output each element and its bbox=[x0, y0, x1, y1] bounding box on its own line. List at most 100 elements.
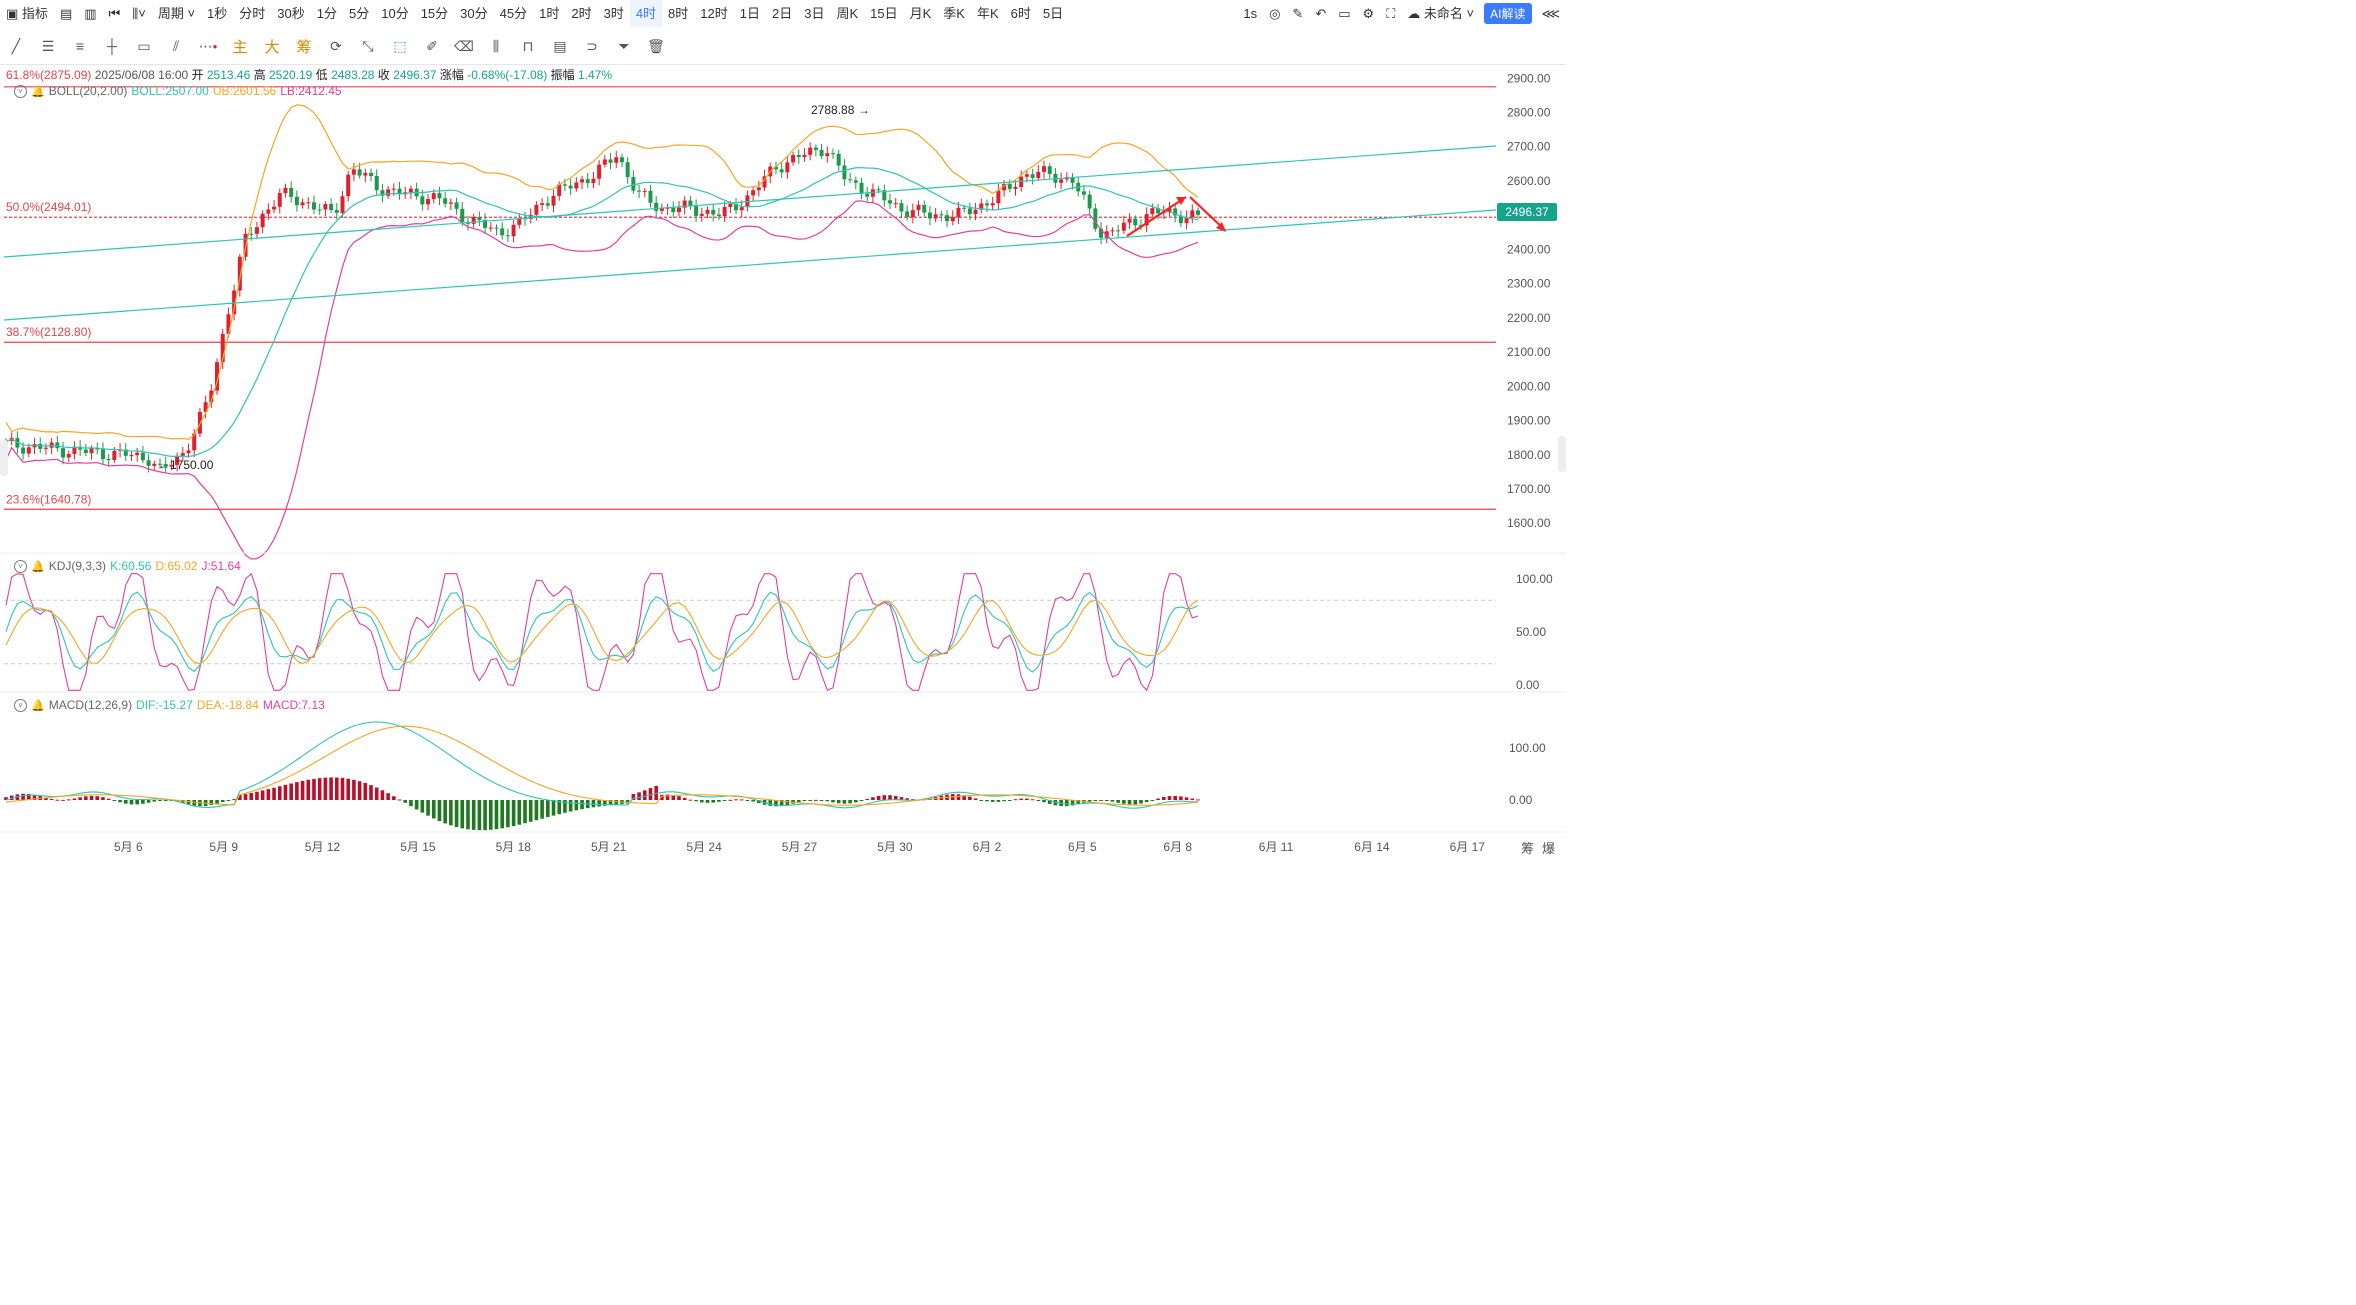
macd-histogram-bar bbox=[295, 782, 299, 800]
right-scroll-handle[interactable] bbox=[1558, 436, 1566, 472]
boll-ub: UB:2601.56 bbox=[212, 84, 277, 98]
interval-10[interactable]: 2时 bbox=[571, 6, 592, 21]
gear-icon[interactable]: ⚙ bbox=[1362, 6, 1375, 21]
interval-8[interactable]: 45分 bbox=[499, 6, 528, 21]
more-tools-icon[interactable]: ⋯ ● bbox=[198, 37, 218, 54]
horizontal-ray-icon[interactable]: ┼ bbox=[107, 38, 117, 54]
macd-histogram-bar bbox=[677, 796, 681, 800]
camera-icon[interactable]: ◎ bbox=[1269, 6, 1281, 21]
bars-icon[interactable]: ⫼ bbox=[492, 37, 500, 54]
collapse-icon[interactable]: ˅ bbox=[14, 559, 27, 573]
bell-icon[interactable]: 🔔 bbox=[31, 85, 45, 98]
interval-2[interactable]: 30秒 bbox=[277, 6, 305, 21]
collapse-icon[interactable]: ˅ bbox=[14, 84, 27, 98]
filter-icon[interactable]: ⏷ bbox=[618, 37, 630, 54]
macd-histogram-bar bbox=[163, 800, 168, 801]
period-dropdown[interactable]: 周期 ˅ bbox=[152, 0, 201, 27]
macd-histogram-bar bbox=[118, 800, 122, 803]
collapse-icon[interactable]: ˅ bbox=[14, 698, 27, 712]
macd-axis-label: 0.00 bbox=[1509, 793, 1533, 807]
undo-icon[interactable]: ↶ bbox=[1315, 6, 1327, 21]
interval-15[interactable]: 1日 bbox=[739, 6, 760, 21]
interval-11[interactable]: 3时 bbox=[603, 6, 624, 21]
left-scroll-handle[interactable] bbox=[0, 440, 8, 476]
eraser-icon[interactable]: ⌫ bbox=[454, 37, 474, 54]
chart-type-icon[interactable]: ⫼˅ bbox=[132, 6, 146, 21]
interval-19[interactable]: 15日 bbox=[870, 6, 898, 21]
macd-histogram-bar bbox=[819, 800, 824, 801]
boll-name[interactable]: BOLL(20,2.00) bbox=[48, 84, 128, 98]
bell-icon[interactable]: 🔔 bbox=[31, 699, 45, 712]
interval-14[interactable]: 12时 bbox=[700, 6, 728, 21]
main-indicator-button[interactable]: 主 bbox=[232, 38, 248, 56]
price-axis-label: 1700.00 bbox=[1507, 482, 1551, 496]
macd-histogram-bar bbox=[990, 800, 995, 802]
interval-4[interactable]: 5分 bbox=[349, 6, 370, 21]
interval-22[interactable]: 年K bbox=[976, 6, 999, 21]
macd-histogram-bar bbox=[899, 797, 904, 800]
candle-body bbox=[899, 203, 904, 212]
interval-6[interactable]: 15分 bbox=[420, 6, 449, 21]
interval-5[interactable]: 10分 bbox=[381, 6, 409, 21]
kdj-name[interactable]: KDJ(9,3,3) bbox=[48, 559, 107, 573]
lock-icon[interactable]: ⊓ bbox=[522, 37, 534, 54]
interval-0[interactable]: 1秒 bbox=[207, 6, 228, 21]
chip-corner-label[interactable]: 筹 bbox=[1521, 841, 1535, 856]
candle-rewind-icon[interactable]: ⏮ bbox=[108, 6, 121, 21]
rectangle-icon[interactable]: ▭ bbox=[137, 37, 151, 54]
measure-icon[interactable]: ⤡ bbox=[362, 37, 374, 54]
interval-1[interactable]: 分时 bbox=[239, 6, 266, 21]
candle-body bbox=[631, 177, 636, 191]
interval-3[interactable]: 1分 bbox=[316, 6, 337, 21]
open-value: 2513.46 bbox=[206, 68, 251, 82]
candle-body bbox=[654, 202, 659, 211]
burst-corner-label[interactable]: 爆 bbox=[1542, 841, 1556, 856]
parallel-lines-icon[interactable]: ☰ bbox=[41, 37, 55, 54]
pen-icon[interactable]: ✎ bbox=[1292, 6, 1304, 21]
magnet-icon[interactable]: ⊃ bbox=[586, 37, 598, 54]
interval-23[interactable]: 6时 bbox=[1010, 6, 1031, 21]
select-icon[interactable]: ⬚ bbox=[393, 37, 407, 54]
interval-20[interactable]: 月K bbox=[909, 6, 932, 21]
trend-line-lower bbox=[3, 209, 1497, 321]
chip-button[interactable]: 筹 bbox=[296, 38, 312, 56]
indicator-button[interactable]: ▣ 指标 bbox=[0, 0, 54, 27]
brush-icon[interactable]: ✐ bbox=[426, 37, 438, 54]
interval-24[interactable]: 5日 bbox=[1042, 6, 1064, 21]
interval-17[interactable]: 3日 bbox=[804, 6, 825, 21]
horizontal-lines-icon[interactable]: ≡ bbox=[75, 38, 85, 54]
note-icon[interactable]: ▤ bbox=[553, 37, 567, 54]
screen-icon[interactable]: ▭ bbox=[1338, 6, 1351, 21]
share-icon[interactable]: ⋘ bbox=[1541, 6, 1561, 21]
fullscreen-icon[interactable]: ⛶ bbox=[1386, 6, 1396, 21]
interval-16[interactable]: 2日 bbox=[771, 6, 793, 21]
interval-18[interactable]: 周K bbox=[836, 6, 859, 21]
ai-explain-button[interactable]: AI解读 bbox=[1484, 3, 1532, 24]
cloud-layout-dropdown[interactable]: ☁ 未命名 ˅ bbox=[1407, 6, 1475, 21]
interval-12[interactable]: 4时 bbox=[629, 0, 663, 27]
bell-icon[interactable]: 🔔 bbox=[31, 560, 45, 573]
candle-body bbox=[1042, 166, 1047, 172]
candle-body bbox=[1190, 210, 1195, 218]
sync-icon[interactable]: ⟳ bbox=[330, 37, 342, 54]
candle-body bbox=[722, 206, 727, 217]
interval-21[interactable]: 季K bbox=[943, 6, 965, 21]
fib-icon[interactable]: ⫽ bbox=[172, 37, 180, 54]
kdj-axis-label: 0.00 bbox=[1516, 678, 1540, 692]
candle-body bbox=[1127, 218, 1132, 223]
interval-9[interactable]: 1时 bbox=[539, 6, 560, 21]
calendar-icon[interactable]: ▤ bbox=[59, 6, 73, 21]
interval-13[interactable]: 8时 bbox=[668, 6, 689, 21]
interval-7[interactable]: 30分 bbox=[460, 6, 488, 21]
candle-body bbox=[488, 227, 493, 229]
layout-icon[interactable]: ▥ bbox=[84, 6, 97, 21]
chart-canvas[interactable]: 2900.002800.002700.002600.002500.002400.… bbox=[0, 0, 1566, 869]
trash-icon[interactable]: 🗑 bbox=[647, 37, 665, 54]
candle-body bbox=[477, 216, 482, 220]
trendline-icon[interactable]: ╱ bbox=[11, 37, 21, 54]
big-order-button[interactable]: 大 bbox=[264, 38, 280, 56]
price-axis-label: 2900.00 bbox=[1507, 71, 1551, 85]
refresh-rate[interactable]: 1s bbox=[1243, 6, 1258, 21]
candle-body bbox=[557, 184, 562, 196]
macd-name[interactable]: MACD(12,26,9) bbox=[48, 698, 133, 712]
